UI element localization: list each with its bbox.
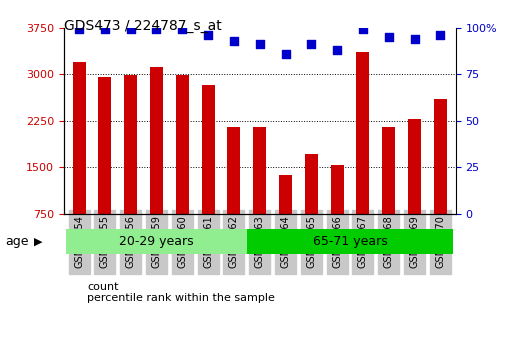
Point [410, 36, 419, 41]
Point [127, 27, 135, 32]
Point [152, 27, 161, 32]
Bar [201, 85, 215, 214]
Text: age: age [5, 235, 29, 248]
Point [75, 27, 83, 32]
Bar [150, 67, 163, 214]
Point [384, 34, 393, 40]
Text: 65-71 years: 65-71 years [313, 235, 387, 248]
Bar [279, 175, 292, 214]
Bar [305, 154, 318, 214]
Bar [99, 77, 111, 214]
Point [436, 32, 445, 38]
Bar [247, 229, 453, 254]
Bar [357, 52, 369, 214]
Bar [227, 127, 240, 214]
Text: ▶: ▶ [34, 237, 43, 246]
Point [101, 27, 109, 32]
Point [178, 27, 187, 32]
Text: GDS473 / 224787_s_at: GDS473 / 224787_s_at [64, 19, 222, 33]
Bar [176, 76, 189, 214]
Point [333, 47, 341, 53]
Bar [382, 127, 395, 214]
Point [359, 27, 367, 32]
Text: 20-29 years: 20-29 years [119, 235, 194, 248]
Bar [66, 229, 247, 254]
Bar [253, 127, 266, 214]
Point [307, 42, 315, 47]
Bar [73, 62, 85, 214]
Point [281, 51, 290, 57]
Bar [124, 76, 137, 214]
Text: percentile rank within the sample: percentile rank within the sample [87, 293, 275, 303]
Point [204, 32, 213, 38]
Bar [434, 99, 447, 214]
Text: count: count [87, 283, 119, 292]
Bar [408, 119, 421, 214]
Point [255, 42, 264, 47]
Bar [331, 166, 343, 214]
Point [229, 38, 238, 43]
